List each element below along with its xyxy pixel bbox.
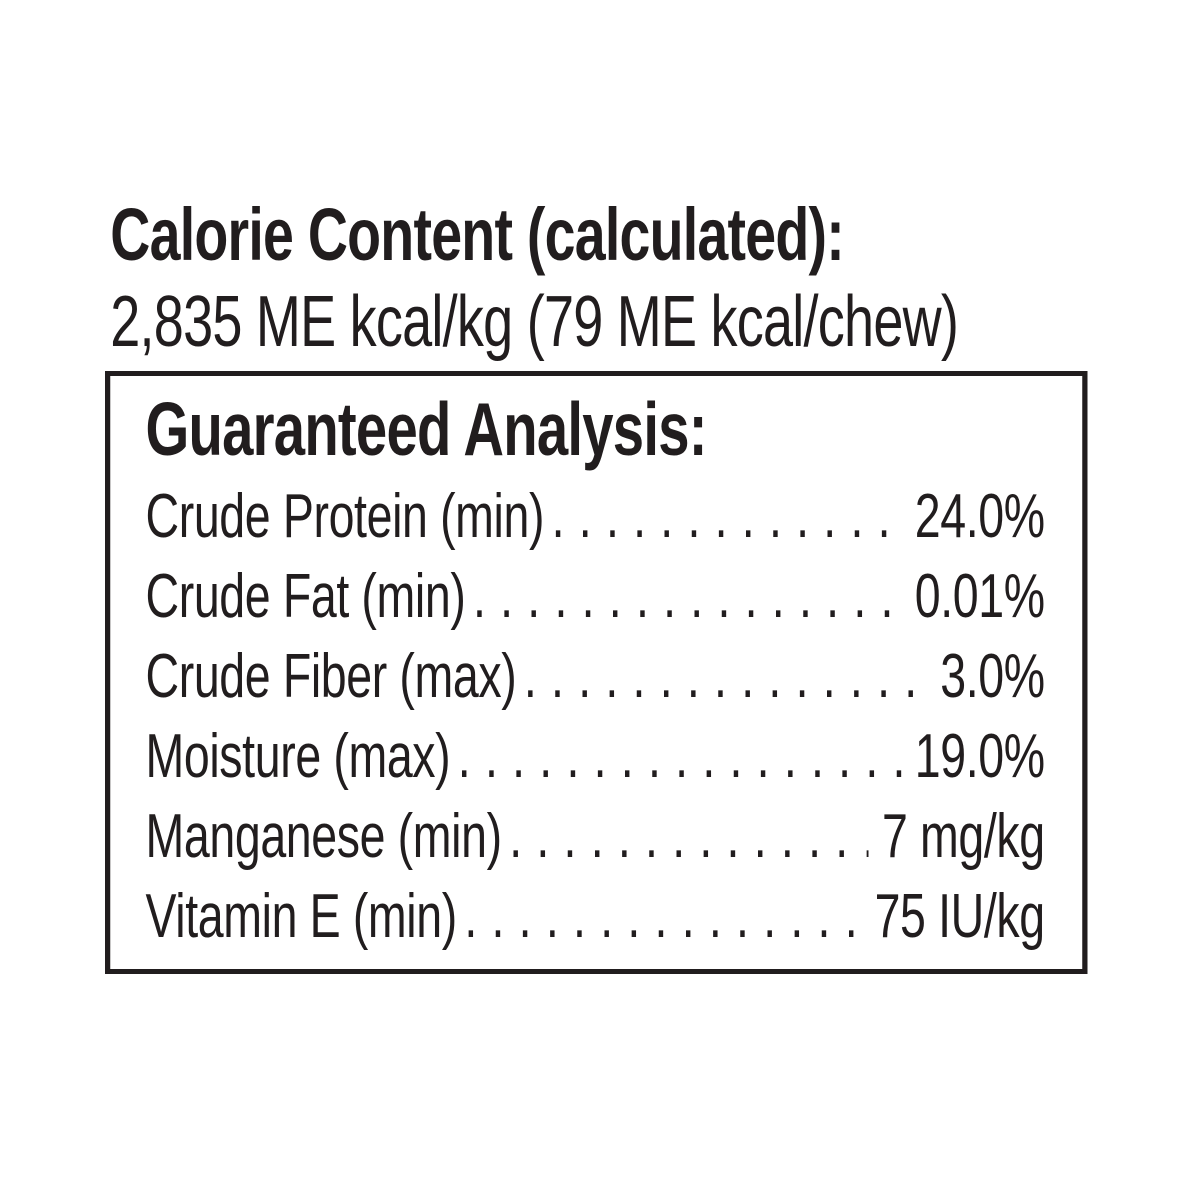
leader-dots: ........................................… bbox=[509, 802, 868, 871]
analysis-row-crude-fat: Crude Fat (min) ........................… bbox=[145, 557, 1046, 637]
nutrient-value: 75 IU/kg bbox=[874, 882, 1046, 951]
leader-dots: ........................................… bbox=[457, 722, 901, 791]
nutrient-label: Moisture (max) bbox=[145, 722, 451, 791]
calorie-content-title: Calorie Content (calculated): bbox=[110, 193, 845, 276]
nutrient-value: 19.0% bbox=[914, 722, 1045, 791]
analysis-row-vitamin-e: Vitamin E (min) ........................… bbox=[145, 877, 1046, 957]
nutrient-value: 7 mg/kg bbox=[881, 802, 1045, 871]
analysis-row-manganese: Manganese (min) ........................… bbox=[145, 797, 1046, 877]
nutrient-value: 0.01% bbox=[914, 562, 1045, 631]
nutrient-value: 24.0% bbox=[914, 482, 1045, 551]
nutrient-label: Crude Protein (min) bbox=[145, 482, 545, 551]
analysis-row-crude-protein: Crude Protein (min) ....................… bbox=[145, 477, 1046, 557]
label-canvas: Calorie Content (calculated): 2,835 ME k… bbox=[0, 198, 1200, 1200]
label-content: Calorie Content (calculated): 2,835 ME k… bbox=[0, 198, 1200, 974]
nutrient-label: Manganese (min) bbox=[145, 802, 503, 871]
calorie-content-value: 2,835 ME kcal/kg (79 ME kcal/chew) bbox=[110, 282, 959, 362]
leader-dots: ........................................… bbox=[551, 482, 902, 551]
analysis-row-crude-fiber: Crude Fiber (max) ......................… bbox=[145, 637, 1046, 717]
guaranteed-analysis-title: Guaranteed Analysis: bbox=[145, 387, 708, 471]
leader-dots: ........................................… bbox=[472, 562, 901, 631]
nutrient-label: Crude Fat (min) bbox=[145, 562, 466, 631]
leader-dots: ........................................… bbox=[523, 642, 927, 711]
nutrient-label: Crude Fiber (max) bbox=[145, 642, 517, 711]
nutrient-value: 3.0% bbox=[940, 642, 1045, 711]
guaranteed-analysis-box: Guaranteed Analysis: Crude Protein (min)… bbox=[105, 371, 1088, 974]
nutrient-label: Vitamin E (min) bbox=[145, 882, 458, 951]
leader-dots: ........................................… bbox=[464, 882, 862, 951]
analysis-row-moisture: Moisture (max) .........................… bbox=[145, 717, 1046, 797]
